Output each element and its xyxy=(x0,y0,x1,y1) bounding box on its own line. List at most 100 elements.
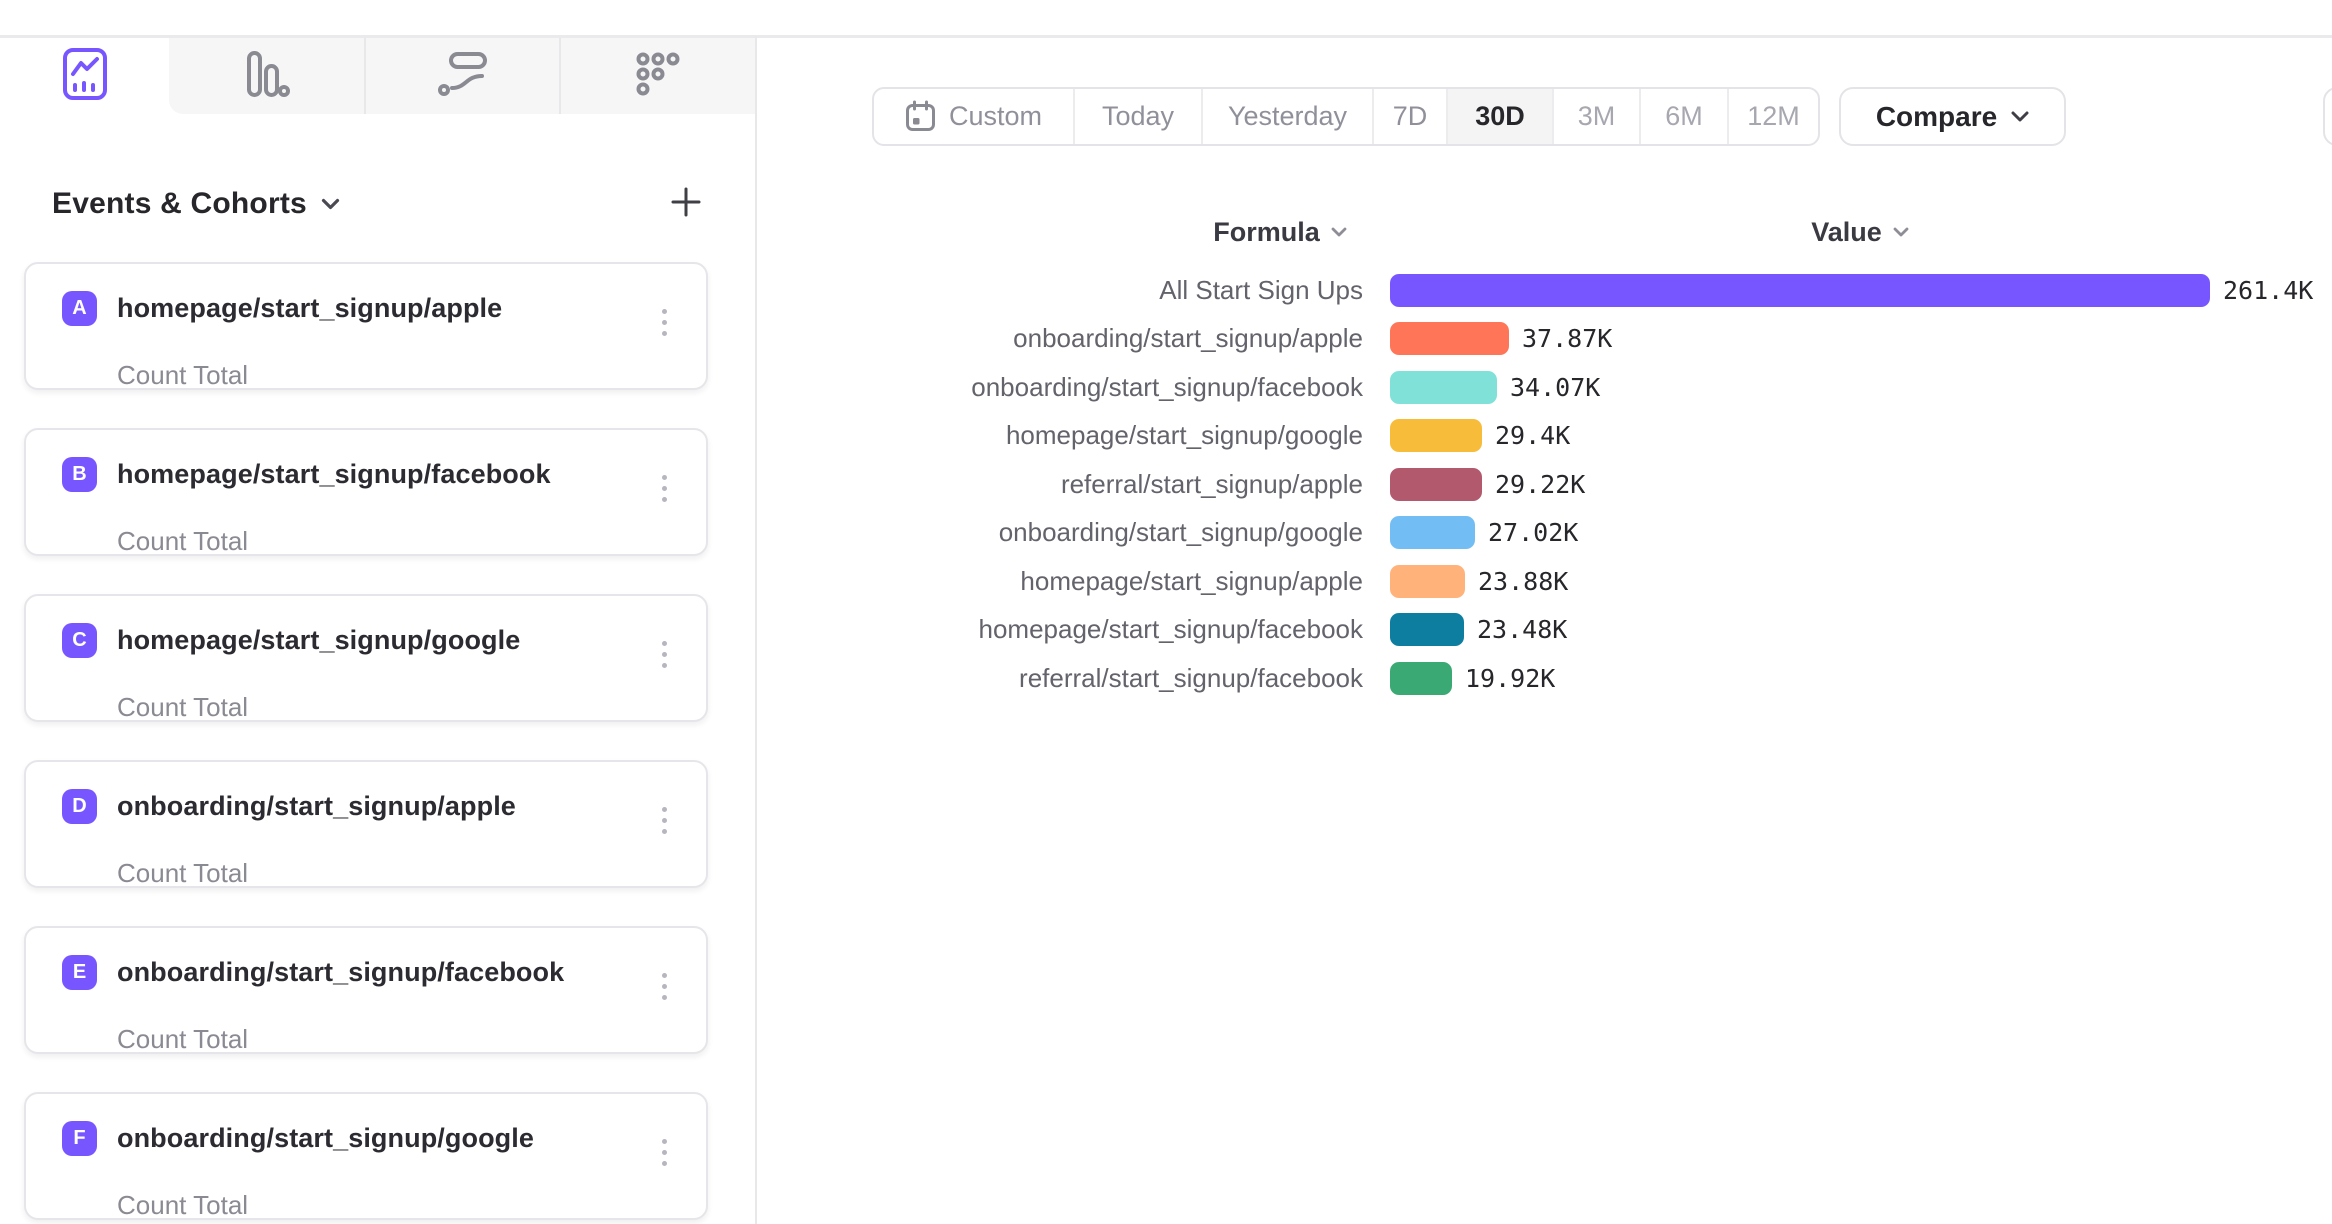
kebab-dot xyxy=(661,817,667,823)
value-column-header[interactable]: Value xyxy=(1760,214,1960,250)
row-label: referral/start_signup/apple xyxy=(1060,468,1363,499)
date-range-custom[interactable]: Custom xyxy=(874,89,1073,144)
event-card-top: C homepage/start_signup/google xyxy=(62,623,520,658)
event-card[interactable]: B homepage/start_signup/facebook Count T… xyxy=(24,428,708,556)
event-letter-badge: A xyxy=(62,291,97,326)
chart-row: homepage/start_signup/apple 23.88K xyxy=(0,557,2332,606)
kebab-dot xyxy=(661,828,667,834)
add-event-button[interactable] xyxy=(664,182,708,226)
event-options-button[interactable] xyxy=(650,300,678,344)
top-divider xyxy=(0,35,2332,38)
kebab-dot xyxy=(661,662,667,668)
row-bar[interactable] xyxy=(1390,370,1497,404)
chart-row: onboarding/start_signup/facebook 34.07K xyxy=(0,363,2332,412)
date-range-6m[interactable]: 6M xyxy=(1639,89,1727,144)
event-options-button[interactable] xyxy=(650,1130,678,1174)
row-bar[interactable] xyxy=(1390,322,1509,356)
date-range-control: Custom Today Yesterday 7D 30D 3M 6M 12M xyxy=(872,87,1820,146)
event-options-button[interactable] xyxy=(650,632,678,676)
event-options-button[interactable] xyxy=(650,466,678,510)
sidebar-divider xyxy=(755,36,757,1224)
row-label: All Start Sign Ups xyxy=(1159,274,1363,305)
event-letter-badge: B xyxy=(62,457,97,492)
event-card[interactable]: C homepage/start_signup/google Count Tot… xyxy=(24,594,708,722)
event-card[interactable]: A homepage/start_signup/apple Count Tota… xyxy=(24,262,708,390)
kebab-dot xyxy=(661,1160,667,1166)
date-range-label: Custom xyxy=(948,101,1043,131)
date-range-7d[interactable]: 7D xyxy=(1372,89,1446,144)
event-options-button[interactable] xyxy=(650,798,678,842)
kebab-dot xyxy=(661,330,667,336)
kebab-dot xyxy=(661,983,667,989)
row-bar[interactable] xyxy=(1390,661,1452,695)
row-bar[interactable] xyxy=(1390,613,1464,647)
row-bar[interactable] xyxy=(1390,273,2210,307)
date-range-label: 6M xyxy=(1665,101,1703,131)
chart-row: onboarding/start_signup/google 27.02K xyxy=(0,509,2332,558)
row-value: 37.87K xyxy=(1522,324,1613,354)
events-cohorts-toggle[interactable]: Events & Cohorts xyxy=(52,187,340,221)
date-range-label: Today xyxy=(1101,101,1175,131)
date-range-label: 7D xyxy=(1392,101,1428,131)
kebab-dot xyxy=(661,972,667,978)
kebab-dot xyxy=(661,651,667,657)
row-bar[interactable] xyxy=(1390,516,1475,550)
events-cohorts-title: Events & Cohorts xyxy=(52,187,307,220)
event-card[interactable]: E onboarding/start_signup/facebook Count… xyxy=(24,926,708,1054)
date-range-yesterday[interactable]: Yesterday xyxy=(1201,89,1372,144)
chevron-down-icon xyxy=(1893,227,1909,237)
kebab-dot xyxy=(661,1149,667,1155)
date-range-3m[interactable]: 3M xyxy=(1552,89,1639,144)
event-letter-badge: E xyxy=(62,955,97,990)
compare-button[interactable]: Compare xyxy=(1839,87,2066,146)
date-range-label: 12M xyxy=(1747,101,1800,131)
event-name: homepage/start_signup/facebook xyxy=(117,459,551,489)
event-letter-badge: F xyxy=(62,1121,97,1156)
row-label: homepage/start_signup/apple xyxy=(1020,565,1363,596)
event-list: A homepage/start_signup/apple Count Tota… xyxy=(24,262,708,1224)
date-range-label: 30D xyxy=(1475,101,1525,131)
plus-icon xyxy=(671,187,701,222)
row-label: homepage/start_signup/google xyxy=(1005,420,1363,451)
flows-chart-icon xyxy=(437,51,488,102)
chart-row: homepage/start_signup/google 29.4K xyxy=(0,412,2332,461)
event-card[interactable]: D onboarding/start_signup/apple Count To… xyxy=(24,760,708,888)
formula-column-header[interactable]: Formula xyxy=(1150,214,1410,250)
event-name: homepage/start_signup/apple xyxy=(117,293,503,323)
row-bar[interactable] xyxy=(1390,419,1482,453)
date-range-30d[interactable]: 30D xyxy=(1446,89,1552,144)
event-letter-badge: D xyxy=(62,789,97,824)
event-card[interactable]: F onboarding/start_signup/google Count T… xyxy=(24,1092,708,1220)
chart-row: homepage/start_signup/facebook 23.48K xyxy=(0,606,2332,655)
date-range-today[interactable]: Today xyxy=(1073,89,1201,144)
kebab-dot xyxy=(661,1138,667,1144)
event-letter-badge: C xyxy=(62,623,97,658)
kebab-dot xyxy=(661,485,667,491)
row-value: 19.92K xyxy=(1465,663,1556,693)
tab-retention[interactable] xyxy=(559,38,754,114)
tab-flows[interactable] xyxy=(364,38,559,114)
kebab-dot xyxy=(661,308,667,314)
event-metric: Count Total xyxy=(117,360,249,390)
event-metric: Count Total xyxy=(117,858,249,888)
event-metric: Count Total xyxy=(117,1190,249,1220)
bar-chart: All Start Sign Ups 261.4K onboarding/sta… xyxy=(0,266,2332,703)
row-value: 261.4K xyxy=(2223,275,2314,305)
row-bar[interactable] xyxy=(1390,467,1482,501)
event-name: onboarding/start_signup/facebook xyxy=(117,957,565,987)
date-range-12m[interactable]: 12M xyxy=(1727,89,1818,144)
event-name: onboarding/start_signup/google xyxy=(117,1123,534,1153)
tab-insights[interactable] xyxy=(0,38,169,114)
row-label: referral/start_signup/facebook xyxy=(1019,662,1363,693)
chart-row: All Start Sign Ups 261.4K xyxy=(0,266,2332,315)
date-range-label: Yesterday xyxy=(1227,101,1348,131)
compare-label: Compare xyxy=(1875,100,1998,132)
clipped-toolbar-button[interactable] xyxy=(2323,87,2332,146)
event-card-top: A homepage/start_signup/apple xyxy=(62,291,502,326)
row-label: onboarding/start_signup/apple xyxy=(1013,323,1363,354)
row-bar[interactable] xyxy=(1390,564,1465,598)
tab-funnels[interactable] xyxy=(169,38,364,114)
event-options-button[interactable] xyxy=(650,964,678,1008)
row-value: 29.22K xyxy=(1495,469,1586,499)
row-value: 29.4K xyxy=(1495,421,1571,451)
